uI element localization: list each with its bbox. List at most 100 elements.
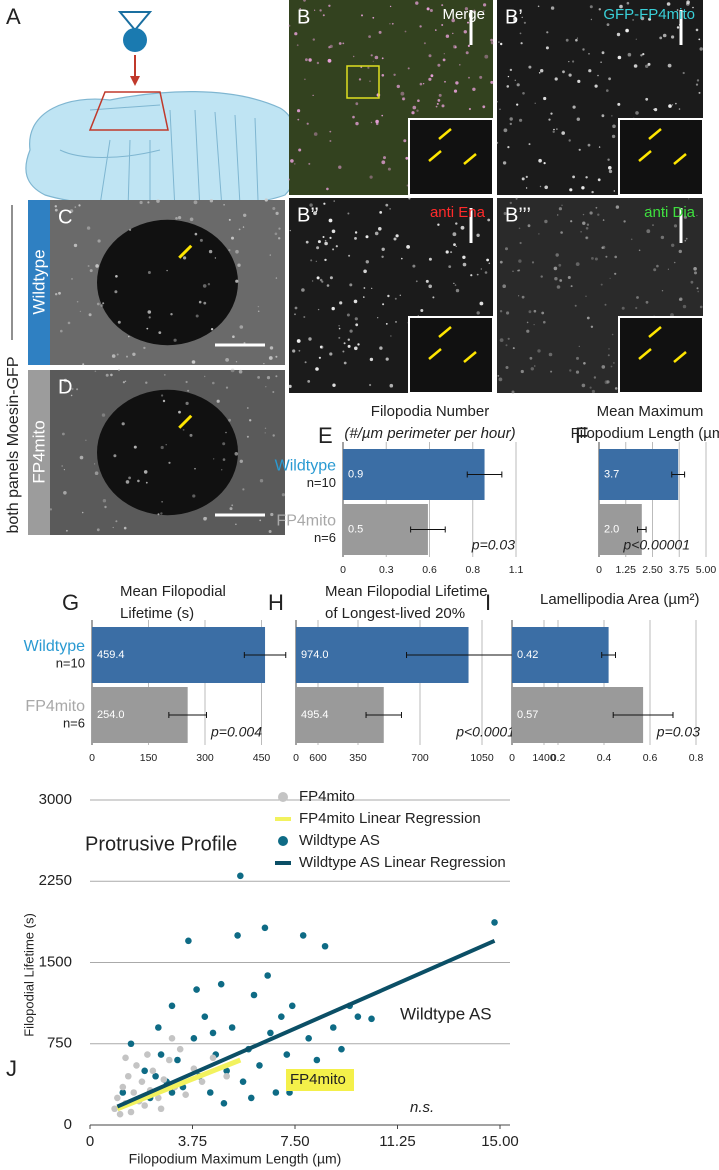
speckle	[308, 58, 312, 62]
speckle	[317, 308, 320, 311]
speckle	[445, 250, 449, 254]
row-strip	[28, 370, 50, 535]
embryo-schematic	[25, 11, 301, 211]
speckle	[417, 99, 420, 102]
speckle	[513, 17, 516, 20]
speckle	[156, 199, 160, 203]
speckle	[342, 42, 345, 45]
speckle	[499, 338, 504, 342]
speckle	[370, 121, 373, 124]
p-value: p=0.03	[656, 724, 700, 740]
speckle	[231, 236, 234, 240]
speckle	[296, 339, 301, 343]
speckle	[615, 205, 620, 209]
speckle	[668, 104, 672, 108]
speckle	[482, 13, 485, 15]
speckle	[304, 78, 306, 81]
speckle	[228, 418, 232, 422]
speckle	[203, 301, 207, 305]
speckle	[546, 31, 549, 34]
speckle	[591, 190, 594, 194]
speckle	[237, 263, 241, 267]
speckle	[316, 276, 320, 280]
x-tick-label: 450	[253, 752, 271, 764]
speckle	[185, 380, 188, 384]
point	[368, 1015, 375, 1023]
speckle	[192, 494, 196, 498]
speckle	[289, 229, 291, 232]
speckle	[696, 214, 698, 217]
speckle	[660, 235, 665, 240]
speckle	[455, 222, 458, 225]
point	[288, 1002, 296, 1010]
x-tick-label: 0	[340, 564, 346, 576]
speckle	[558, 263, 562, 267]
speckle	[533, 309, 537, 313]
speckle	[275, 355, 278, 358]
speckle	[613, 362, 615, 364]
speckle	[379, 211, 383, 214]
speckle	[512, 347, 515, 350]
speckle	[561, 204, 563, 206]
speckle	[381, 57, 384, 60]
point	[119, 1089, 127, 1096]
point	[206, 1089, 214, 1096]
speckle	[139, 200, 143, 205]
speckle	[558, 207, 563, 211]
legend-label: Wildtype AS	[299, 832, 380, 849]
speckle	[123, 526, 127, 530]
speckle	[145, 481, 148, 484]
speckle	[612, 124, 616, 129]
speckle	[257, 305, 260, 308]
speckle	[231, 504, 234, 507]
speckle	[320, 345, 324, 349]
point	[305, 1035, 312, 1042]
point	[264, 972, 271, 979]
speckle	[365, 260, 369, 264]
speckle	[101, 413, 106, 417]
p-value: p<0.0001	[455, 724, 515, 740]
speckle	[182, 429, 185, 431]
speckle	[76, 388, 79, 391]
speckle	[294, 32, 298, 36]
speckle	[671, 35, 675, 39]
speckle	[472, 87, 476, 92]
speckle	[509, 68, 513, 72]
speckle	[396, 84, 400, 89]
speckle	[319, 278, 323, 282]
speckle	[585, 176, 588, 179]
speckle	[239, 325, 244, 329]
speckle	[333, 200, 335, 202]
speckle	[265, 386, 267, 388]
speckle	[147, 271, 151, 274]
speckle	[554, 77, 558, 81]
speckle	[208, 249, 213, 254]
speckle	[324, 241, 328, 246]
panel-letter: G	[62, 590, 79, 615]
speckle	[426, 7, 430, 11]
error-bar	[365, 712, 402, 718]
speckle	[121, 422, 125, 426]
speckle	[572, 175, 575, 179]
y-tick-label: 0	[64, 1116, 72, 1133]
speckle	[602, 219, 605, 221]
speckle	[387, 167, 391, 171]
speckle	[55, 293, 58, 296]
speckle	[543, 320, 546, 324]
speckle	[202, 284, 207, 288]
speckle	[79, 455, 84, 460]
speckle	[259, 479, 264, 483]
speckle	[694, 271, 697, 275]
speckle	[598, 8, 601, 11]
chart-title: Mean Filopodial Lifetime	[325, 583, 488, 600]
speckle	[423, 42, 426, 45]
speckle	[502, 161, 507, 165]
chart-subtitle: (#/µm perimeter per hour)	[344, 425, 515, 442]
speckle	[537, 5, 540, 8]
speckle	[73, 243, 78, 248]
speckle	[331, 306, 335, 311]
speckle	[66, 529, 68, 532]
speckle	[520, 42, 523, 45]
speckle	[305, 240, 309, 244]
speckle	[518, 227, 521, 230]
